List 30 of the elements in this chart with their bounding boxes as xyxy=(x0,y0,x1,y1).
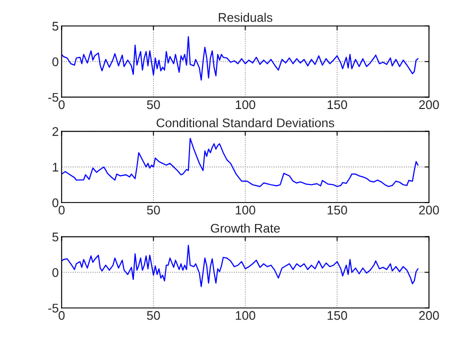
x-tick-label: 0 xyxy=(58,206,65,215)
x-tick-label: 200 xyxy=(419,311,439,320)
x-tick-label: 50 xyxy=(147,311,160,320)
chart-title: Conditional Standard Deviations xyxy=(156,118,334,128)
x-tick-label: 50 xyxy=(147,206,160,215)
y-tick-label: 5 xyxy=(52,232,58,242)
x-tick-label: 100 xyxy=(236,206,256,215)
x-tick-label: 0 xyxy=(58,311,65,320)
x-tick-label: 200 xyxy=(419,206,439,215)
line-series xyxy=(62,244,419,288)
line-series xyxy=(62,138,419,188)
chart-title: Residuals xyxy=(218,12,272,22)
y-tick-label: 0 xyxy=(52,268,58,277)
y-tick-label: 1 xyxy=(52,162,58,172)
x-tick-label: 50 xyxy=(147,100,160,110)
y-tick-label: 5 xyxy=(52,22,58,31)
x-tick-label: 200 xyxy=(419,100,439,110)
chart-title: Growth Rate xyxy=(210,224,280,233)
x-tick-label: 100 xyxy=(236,100,256,110)
y-tick-label: -5 xyxy=(48,304,58,313)
x-tick-label: 150 xyxy=(328,311,348,320)
y-tick-label: 2 xyxy=(52,127,58,136)
y-tick-label: 0 xyxy=(52,198,58,208)
x-tick-label: 150 xyxy=(328,100,348,110)
x-tick-label: 100 xyxy=(236,311,256,320)
y-tick-label: 0 xyxy=(52,57,58,66)
x-tick-label: 150 xyxy=(328,206,348,215)
y-tick-label: -5 xyxy=(48,93,58,102)
line-series xyxy=(62,36,419,81)
x-tick-label: 0 xyxy=(58,100,65,110)
